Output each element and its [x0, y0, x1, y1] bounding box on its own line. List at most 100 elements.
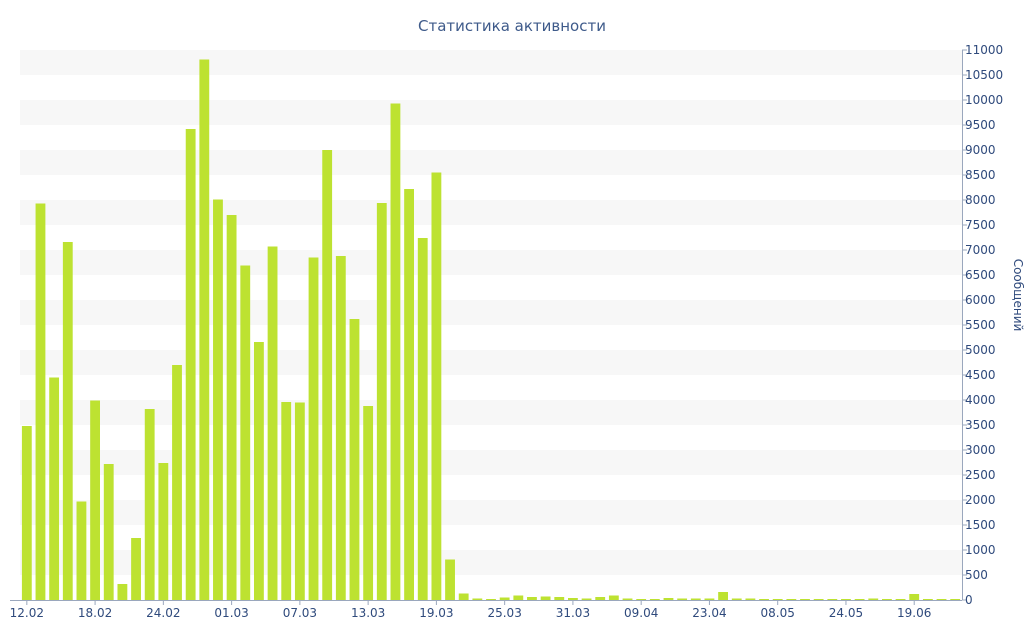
bar — [144, 409, 155, 600]
bar — [390, 103, 401, 600]
bar — [131, 538, 141, 600]
x-tick-label: 13.03 — [351, 606, 385, 620]
bar — [772, 599, 783, 600]
x-tick-label: 09.04 — [624, 606, 658, 620]
bar — [226, 215, 237, 600]
bar — [922, 599, 933, 600]
bar — [281, 402, 292, 600]
bar — [759, 599, 769, 600]
y-tick-label: 3500 — [965, 418, 996, 432]
bar — [800, 599, 810, 600]
bar — [49, 377, 60, 600]
y-tick-label: 10000 — [965, 93, 1003, 107]
bar — [417, 238, 428, 600]
grid-bands — [20, 50, 962, 575]
y-tick-label: 4500 — [965, 368, 996, 382]
bar — [254, 342, 264, 600]
chart-title: Статистика активности — [418, 17, 606, 35]
bar — [35, 203, 46, 600]
bar — [308, 257, 319, 600]
x-tick-label: 01.03 — [214, 606, 248, 620]
y-tick-label: 5000 — [965, 343, 996, 357]
bar — [936, 599, 947, 600]
y-tick-label: 6500 — [965, 268, 996, 282]
grid-band — [20, 150, 962, 175]
bar — [103, 464, 114, 600]
y-tick-label: 8500 — [965, 168, 996, 182]
bar — [581, 598, 592, 600]
bar — [540, 596, 551, 600]
bar — [267, 246, 278, 600]
bar — [868, 598, 879, 600]
bar — [745, 598, 756, 600]
x-tick-label: 18.02 — [78, 606, 112, 620]
bar — [663, 598, 674, 600]
grid-band — [20, 50, 962, 75]
y-tick-label: 7500 — [965, 218, 996, 232]
x-tick-label: 19.06 — [897, 606, 931, 620]
y-tick-label: 2500 — [965, 468, 996, 482]
y-tick-label: 7000 — [965, 243, 996, 257]
grid-band — [20, 100, 962, 125]
bar — [527, 597, 537, 600]
x-tick-label: 24.02 — [146, 606, 180, 620]
bar — [827, 599, 838, 600]
bar — [349, 319, 360, 600]
bar — [731, 598, 742, 600]
bar — [786, 599, 797, 600]
y-axis-ticks: 0 500 1000 1500 2000 2500 3000 3500 4000 4500 5000… — [962, 43, 1003, 607]
y-tick-label: 4000 — [965, 393, 996, 407]
y-tick-label: 1000 — [965, 543, 996, 557]
y-tick-label: 5500 — [965, 318, 996, 332]
x-tick-label: 31.03 — [556, 606, 590, 620]
bar — [895, 599, 906, 600]
x-tick-label: 19.03 — [419, 606, 453, 620]
y-tick-label: 0 — [965, 593, 973, 607]
bar — [595, 597, 606, 600]
bar — [213, 199, 223, 600]
bar — [458, 593, 469, 600]
bar — [117, 584, 128, 600]
bar — [568, 598, 578, 600]
y-tick-label: 3000 — [965, 443, 996, 457]
y-tick-label: 500 — [965, 568, 988, 582]
bar — [335, 256, 346, 600]
bar — [622, 598, 633, 600]
bar — [76, 501, 87, 600]
bar — [554, 597, 565, 600]
bar — [513, 595, 524, 600]
bar — [690, 598, 701, 600]
bar — [472, 598, 483, 600]
bar — [404, 189, 414, 600]
x-tick-label: 23.04 — [692, 606, 726, 620]
bar — [445, 559, 455, 600]
bar — [882, 599, 892, 600]
y-tick-label: 1500 — [965, 518, 996, 532]
x-axis-ticks: 12.02 18.02 24.02 01.03 07.03 13.03 19.03 25.03… — [10, 600, 931, 620]
bar — [431, 172, 442, 600]
y-tick-label: 9500 — [965, 118, 996, 132]
bar — [813, 599, 824, 600]
bar — [62, 242, 73, 600]
bar — [172, 365, 182, 600]
bar — [185, 129, 196, 600]
y-tick-label: 11000 — [965, 43, 1003, 57]
x-tick-label: 07.03 — [283, 606, 317, 620]
y-tick-label: 2000 — [965, 493, 996, 507]
bar — [704, 598, 715, 600]
x-tick-label: 25.03 — [487, 606, 521, 620]
bar — [240, 265, 251, 600]
y-tick-label: 6000 — [965, 293, 996, 307]
grid-band — [20, 250, 962, 275]
grid-band — [20, 350, 962, 375]
bar — [158, 463, 169, 600]
bar-series — [21, 59, 961, 600]
bar — [608, 595, 619, 600]
bar — [322, 150, 333, 600]
bar — [718, 592, 728, 600]
x-tick-label: 24.05 — [829, 606, 863, 620]
bar — [841, 599, 851, 600]
y-axis-label: Сообщений — [1011, 259, 1024, 332]
